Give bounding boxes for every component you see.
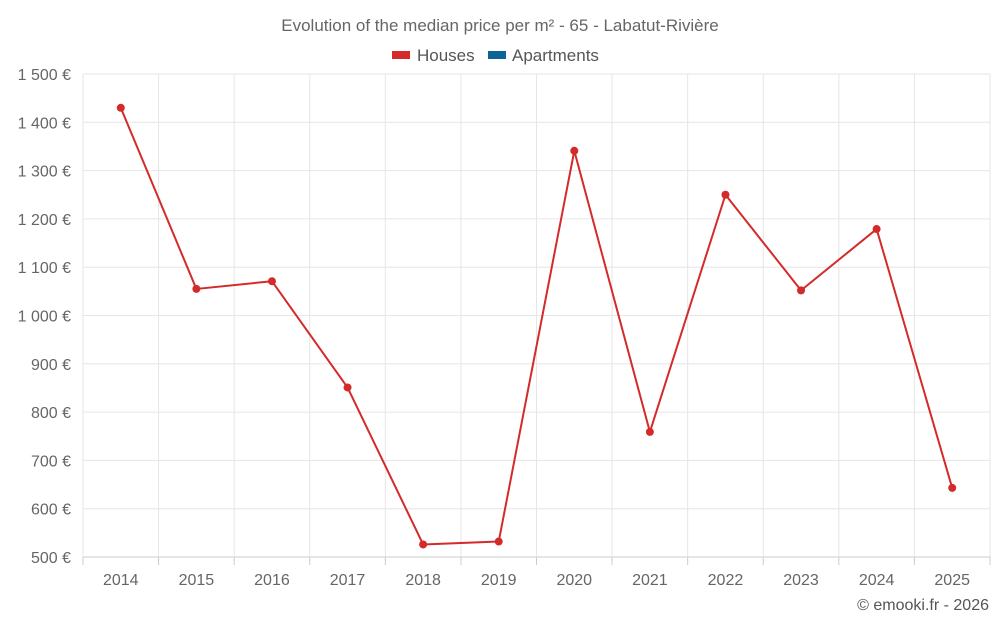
y-tick-label: 1 100 € <box>18 260 71 277</box>
x-tick-label: 2023 <box>783 572 819 589</box>
y-tick-label: 1 400 € <box>18 115 71 132</box>
x-tick-label: 2019 <box>481 572 517 589</box>
legend-swatch-houses <box>392 51 410 59</box>
y-tick-label: 700 € <box>31 453 71 470</box>
y-tick-label: 900 € <box>31 357 71 374</box>
y-tick-label: 1 300 € <box>18 164 71 181</box>
legend-label-houses[interactable]: Houses <box>417 46 475 65</box>
y-tick-label: 1 000 € <box>18 309 71 326</box>
x-tick-label: 2014 <box>103 572 139 589</box>
y-tick-label: 500 € <box>31 550 71 567</box>
x-tick-label: 2017 <box>330 572 366 589</box>
data-point-houses-2015[interactable] <box>192 284 201 293</box>
x-tick-label: 2024 <box>859 572 895 589</box>
x-axis-labels: 2014 2015 2016 2017 2018 2019 2020 2021 2022 2023… <box>103 572 970 589</box>
x-tick-label: 2018 <box>405 572 441 589</box>
x-tick-label: 2020 <box>556 572 592 589</box>
data-point-houses-2020[interactable] <box>570 146 579 155</box>
x-tick-label: 2015 <box>179 572 215 589</box>
y-tick-label: 1 200 € <box>18 212 71 229</box>
data-point-houses-2014[interactable] <box>116 103 125 112</box>
data-point-houses-2022[interactable] <box>721 190 730 199</box>
y-axis-labels: 500 € 600 € 700 € 800 € 900 € 1 000 € 1 100 € 1… <box>18 67 71 567</box>
y-tick-label: 1 500 € <box>18 67 71 84</box>
y-tick-label: 600 € <box>31 502 71 519</box>
series-line-houses <box>119 107 954 546</box>
data-point-houses-2017[interactable] <box>343 383 352 392</box>
data-point-houses-2021[interactable] <box>645 427 654 436</box>
data-point-houses-2025[interactable] <box>948 483 957 492</box>
grid <box>82 73 991 565</box>
x-tick-label: 2022 <box>708 572 744 589</box>
legend-label-apartments[interactable]: Apartments <box>512 46 599 65</box>
chart-title: Evolution of the median price per m² - 6… <box>281 16 718 35</box>
x-tick-label: 2021 <box>632 572 668 589</box>
credit-text: © emooki.fr - 2026 <box>857 597 989 614</box>
data-point-houses-2023[interactable] <box>797 286 806 295</box>
legend-swatch-apartments <box>488 51 506 59</box>
x-tick-label: 2025 <box>934 572 970 589</box>
data-point-houses-2024[interactable] <box>872 225 881 234</box>
data-point-houses-2016[interactable] <box>267 277 276 286</box>
y-tick-label: 800 € <box>31 405 71 422</box>
series-houses <box>116 103 957 549</box>
data-point-houses-2018[interactable] <box>419 540 428 549</box>
x-tick-label: 2016 <box>254 572 290 589</box>
legend: Houses Apartments <box>392 46 599 65</box>
data-point-houses-2019[interactable] <box>494 537 503 546</box>
